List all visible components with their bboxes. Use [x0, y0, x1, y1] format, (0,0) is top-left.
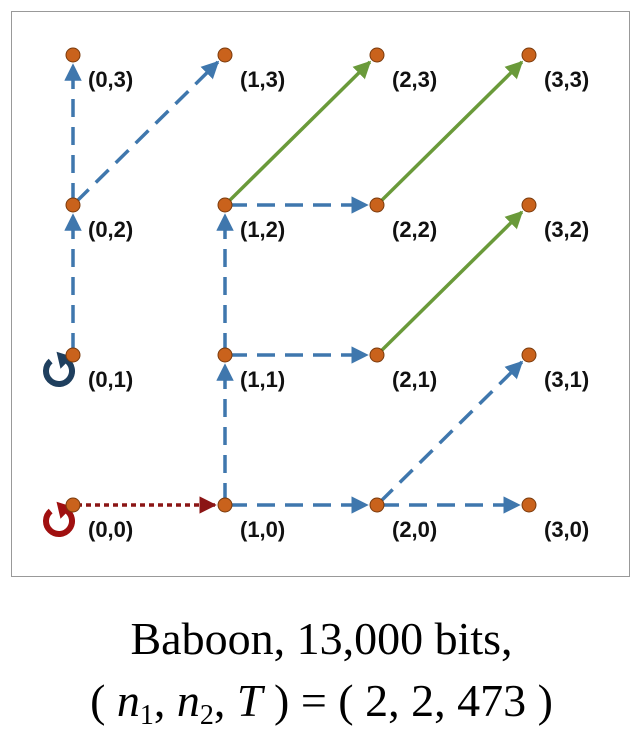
- state-label-20: (2,0): [392, 517, 437, 542]
- caption-values: ( 2, 2, 473 ): [338, 675, 553, 726]
- state-label-03: (0,3): [88, 67, 133, 92]
- state-node-03: [65, 47, 81, 63]
- state-node-21: [369, 347, 385, 363]
- state-node-23: [369, 47, 385, 63]
- state-node-00: [65, 497, 81, 513]
- state-label-31: (3,1): [544, 367, 589, 392]
- edge-dashed-02-to-13: [74, 60, 220, 204]
- state-label-23: (2,3): [392, 67, 437, 92]
- state-transition-diagram: (0,0) (1,0) (2,0) (3,0) (0,1) (1,1) (2,1) (3,1)…: [11, 11, 630, 577]
- caption-n1: n1: [116, 675, 154, 731]
- state-label-12: (1,2): [240, 217, 285, 242]
- state-node-12: [217, 197, 233, 213]
- state-node-13: [217, 47, 233, 63]
- caption-comma-2: ,: [213, 675, 226, 726]
- caption-line-2: ( n1, n2, T ) = ( 2, 2, 473 ): [0, 674, 643, 732]
- edge-solid-22-to-33: [378, 60, 524, 204]
- state-node-02: [65, 197, 81, 213]
- state-node-31: [521, 347, 537, 363]
- caption-equals: =: [289, 675, 339, 726]
- state-label-13: (1,3): [240, 67, 285, 92]
- state-node-20: [369, 497, 385, 513]
- caption-line-1: Baboon, 13,000 bits,: [130, 613, 513, 664]
- state-label-32: (3,2): [544, 217, 589, 242]
- caption-open-paren: (: [90, 675, 106, 726]
- diagram-frame: [11, 11, 630, 577]
- edge-solid-12-to-23: [226, 60, 372, 204]
- state-label-22: (2,2): [392, 217, 437, 242]
- edge-layer: [64, 60, 524, 514]
- state-node-11: [217, 347, 233, 363]
- state-node-01: [65, 347, 81, 363]
- state-label-33: (3,3): [544, 67, 589, 92]
- node-layer: [65, 47, 537, 513]
- state-label-21: (2,1): [392, 367, 437, 392]
- state-node-10: [217, 497, 233, 513]
- state-label-02: (0,2): [88, 217, 133, 242]
- caption-close-paren: ): [274, 675, 290, 726]
- state-label-11: (1,1): [240, 367, 285, 392]
- state-label-00: (0,0): [88, 517, 133, 542]
- caption-n2: n2: [176, 675, 214, 731]
- edge-dashed-20-to-31: [378, 360, 524, 504]
- state-node-30: [521, 497, 537, 513]
- edge-solid-21-to-32: [378, 210, 524, 354]
- label-layer: (0,0) (1,0) (2,0) (3,0) (0,1) (1,1) (2,1) (3,1)…: [88, 67, 589, 542]
- state-label-01: (0,1): [88, 367, 133, 392]
- state-label-30: (3,0): [544, 517, 589, 542]
- caption-T: T: [236, 675, 263, 726]
- caption-comma-1: ,: [153, 675, 166, 726]
- state-node-32: [521, 197, 537, 213]
- state-node-33: [521, 47, 537, 63]
- state-node-22: [369, 197, 385, 213]
- state-label-10: (1,0): [240, 517, 285, 542]
